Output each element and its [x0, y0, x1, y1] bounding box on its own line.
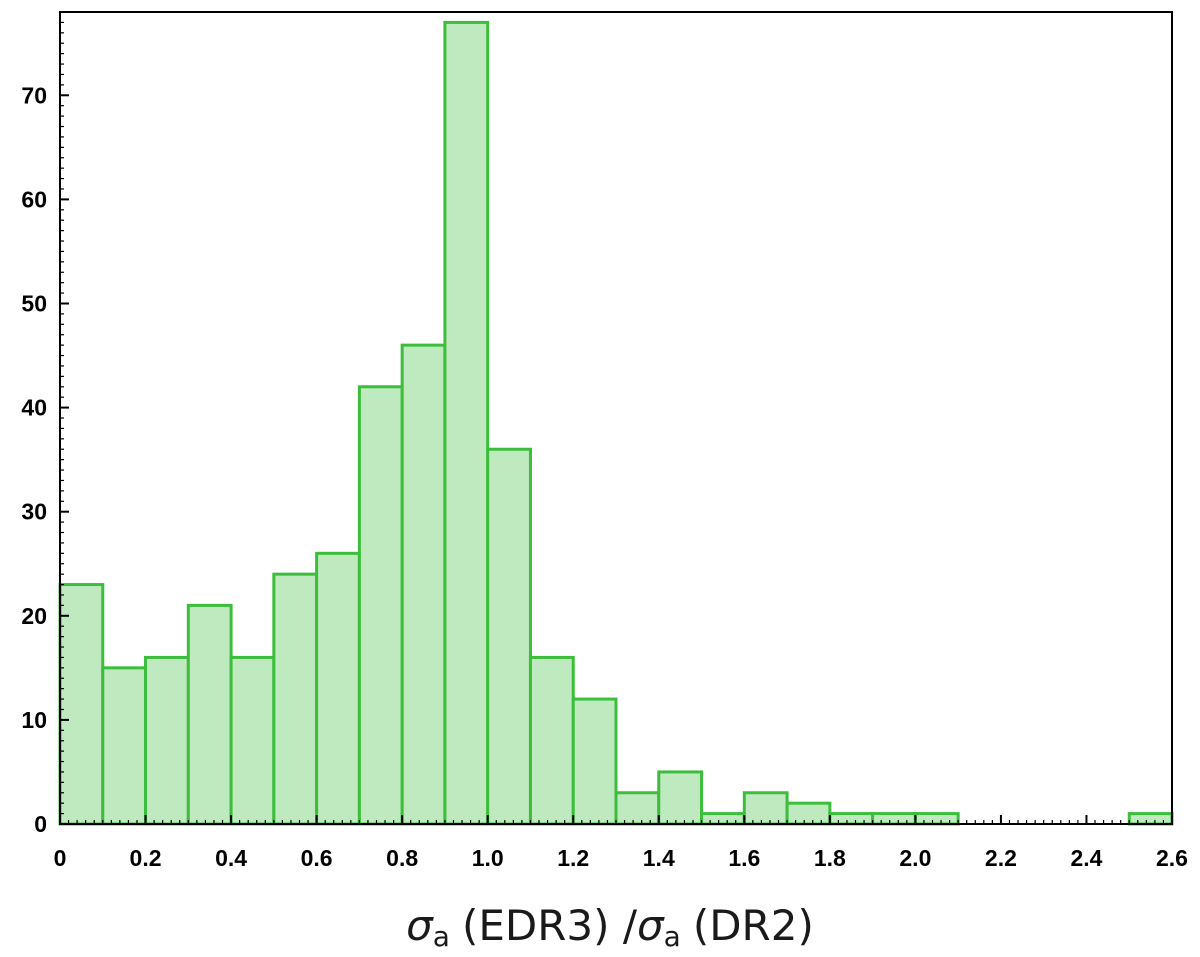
x-tick-label: 0.2	[130, 845, 162, 871]
y-tick-label: 40	[21, 395, 47, 421]
x-tick-label: 2.0	[899, 845, 931, 871]
x-label-sigma-1: σ	[406, 901, 434, 950]
y-tick-labels: 0 10 20 30 40 50 60 70	[21, 82, 47, 837]
histogram-bar	[700, 812, 746, 826]
x-tick-label: 0.4	[215, 845, 247, 871]
histogram-bar	[229, 655, 276, 826]
histogram-bar	[614, 791, 661, 826]
x-tick-label: 1.0	[472, 845, 504, 871]
y-tick-label: 10	[21, 707, 47, 733]
y-tick-label: 20	[21, 603, 47, 629]
histogram-bar	[400, 343, 447, 826]
histogram-bar	[871, 812, 917, 826]
x-tick-label: 0.6	[301, 845, 333, 871]
x-tick-label: 2.6	[1156, 845, 1188, 871]
histogram-bar	[101, 666, 148, 826]
histogram-bar	[571, 697, 618, 826]
x-label-subscript-1: a	[433, 920, 450, 953]
histogram-bar	[1127, 812, 1174, 826]
x-tick-label: 1.8	[814, 845, 846, 871]
x-label-sigma-2: σ	[637, 901, 665, 950]
histogram-bar	[357, 385, 404, 826]
histogram-bar	[443, 20, 490, 826]
histogram-bar	[486, 447, 532, 826]
x-tick-label: 1.4	[643, 845, 675, 871]
y-tick-label: 60	[21, 186, 47, 212]
plot-frame	[59, 11, 1173, 825]
y-tick-label: 30	[21, 499, 47, 525]
histogram-bar	[528, 655, 575, 826]
histogram-bar	[785, 801, 832, 826]
x-label-subscript-2: a	[664, 920, 681, 953]
x-axis-label: σa (EDR3) /σa (DR2)	[406, 901, 814, 953]
x-tick-label: 2.2	[985, 845, 1017, 871]
x-tick-labels: 0 0.2 0.4 0.6 0.8 1.0 1.2 1.4 1.6 1.8 2.0 2.2 2.4 2.6	[54, 845, 1188, 871]
histogram-bar	[657, 770, 704, 826]
y-tick-label: 0	[34, 811, 47, 837]
histogram-bar	[186, 603, 233, 826]
x-tick-label: 0	[54, 845, 67, 871]
x-tick-label: 2.4	[1070, 845, 1102, 871]
histogram-bar	[913, 812, 960, 826]
major-ticks-group	[59, 94, 1173, 825]
y-tick-label: 70	[21, 82, 47, 108]
histogram-bar	[315, 551, 361, 826]
histogram-bar	[828, 812, 875, 826]
bars-group	[58, 20, 1174, 826]
x-tick-label: 1.6	[728, 845, 760, 871]
y-tick-label: 50	[21, 290, 47, 316]
x-label-middle: (EDR3) /	[462, 901, 638, 950]
histogram-bar	[144, 655, 190, 826]
x-label-tail: (DR2)	[693, 901, 814, 950]
x-tick-label: 0.8	[386, 845, 418, 871]
histogram-bar	[742, 791, 789, 826]
histogram-bar	[58, 583, 105, 826]
x-tick-label: 1.2	[557, 845, 589, 871]
histogram-bar	[272, 572, 319, 826]
